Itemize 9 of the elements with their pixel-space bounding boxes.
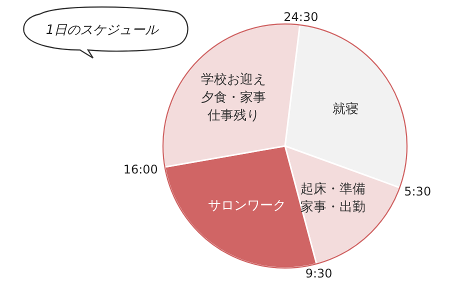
text: 5:30 [404, 184, 432, 199]
text: 24:30 [284, 10, 318, 24]
slice-label: サロンワーク [208, 198, 286, 214]
text: 16:00 [123, 162, 158, 177]
slice-label: 起床・準備家事・出勤 [300, 182, 366, 216]
slice-label: 学校お迎え夕食・家事仕事残り [201, 71, 266, 124]
chart-title: 1日のスケジュール [46, 23, 160, 38]
text: 9:30 [305, 266, 332, 281]
slice-label: 就寝 [332, 102, 358, 118]
